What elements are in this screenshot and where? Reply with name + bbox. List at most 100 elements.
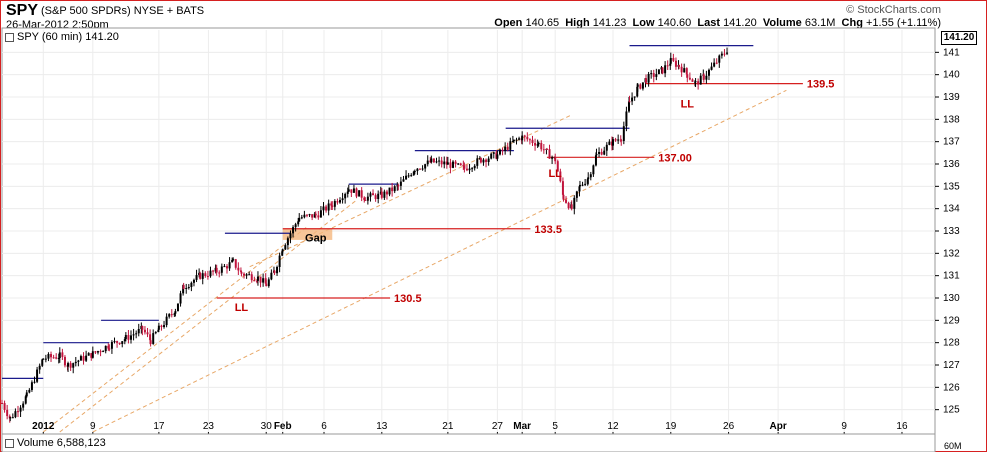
candle-body [82, 356, 85, 361]
chg-value: +1.55 (+1.11%) [865, 17, 941, 29]
candle-body [96, 351, 99, 353]
candle-body [234, 259, 237, 268]
candle-body [523, 135, 526, 137]
x-tick-label: 23 [203, 421, 215, 432]
volume-legend-checkbox[interactable] [5, 438, 14, 448]
candle-body [498, 149, 501, 155]
grid [2, 30, 935, 432]
trendline-layer [42, 89, 787, 433]
candle-body [38, 365, 41, 370]
candle-body [587, 177, 590, 180]
candle-body [331, 205, 334, 207]
x-tick-label: 26 [723, 421, 735, 432]
candle-body [255, 280, 258, 282]
candle-body [540, 142, 543, 150]
y-tick-label: 131 [943, 271, 960, 282]
candle-body [435, 161, 438, 163]
candle-body [531, 139, 534, 144]
candle-body [669, 63, 672, 66]
candle-body [317, 215, 320, 218]
y-tick-label: 128 [943, 338, 960, 349]
candle-body [594, 155, 597, 166]
candle-body [264, 278, 267, 284]
candle-body [72, 363, 75, 368]
low-value: 140.60 [657, 17, 692, 29]
level-lines-layer: 130.5 133.5 137.00 139.5 [2, 45, 834, 379]
candle-body [410, 175, 413, 177]
candle-body [206, 276, 209, 278]
candle-body [195, 275, 198, 280]
candle-body [559, 171, 562, 182]
candle-body [325, 206, 328, 211]
candle-body [201, 273, 204, 279]
gap-layer [282, 228, 333, 240]
candle-body [341, 198, 344, 201]
candle-body [330, 203, 333, 206]
candle-body [209, 270, 212, 277]
candle-body [678, 65, 681, 67]
candle-body [160, 325, 163, 327]
candle-body [102, 351, 105, 353]
candle-body [459, 163, 462, 166]
candle-body [228, 262, 231, 269]
candle-body [259, 276, 262, 283]
candle-body [243, 273, 246, 276]
gap-label: Gap [305, 233, 327, 245]
x-tick-label: 19 [665, 421, 677, 432]
candle-body [262, 278, 265, 283]
candle-body [350, 189, 353, 193]
candle-body [77, 360, 80, 362]
candle-body [33, 381, 36, 383]
candle-body [633, 96, 636, 98]
trendline [249, 114, 572, 268]
candle-body [669, 57, 672, 64]
candle-body [250, 274, 253, 281]
support-label: 130.5 [394, 293, 422, 305]
candle-body [592, 165, 595, 175]
y-tick-label: 140 [943, 70, 960, 81]
symbol-title: SPY [6, 2, 39, 19]
candle-body [163, 325, 166, 327]
candle-body [622, 126, 625, 141]
candle-body [239, 270, 242, 272]
last-price-tag: 141.20 [941, 31, 977, 45]
x-tick-label: Mar [513, 421, 531, 432]
candle-body [551, 157, 554, 159]
candle-body [650, 73, 653, 75]
candle-body [705, 75, 708, 80]
y-tick-label: 133 [943, 226, 960, 237]
candle-body [57, 358, 60, 360]
candle-body [397, 185, 400, 187]
y-tick-label: 141 [943, 47, 960, 58]
candle-body [278, 255, 281, 267]
candle-body [492, 152, 495, 154]
legend-checkbox[interactable] [5, 32, 14, 42]
candle-body [457, 163, 460, 165]
last-label: Last [697, 17, 720, 29]
candle-body [179, 293, 182, 304]
candle-body [104, 345, 107, 352]
candle-body [149, 340, 152, 344]
y-tick-label: 139 [943, 92, 960, 103]
volume-axis-label: 60M [944, 441, 962, 451]
candle-body [319, 210, 322, 218]
candle-body [214, 267, 217, 272]
x-tick-label: Apr [770, 421, 787, 432]
high-label: High [565, 17, 590, 29]
candle-body [430, 158, 433, 163]
x-tick-label: 17 [153, 421, 165, 432]
candle-body [487, 158, 490, 163]
x-tick-label: 2012 [32, 421, 55, 432]
candle-body [107, 345, 110, 349]
candle-body [625, 111, 628, 127]
candle-body [526, 136, 529, 140]
candle-body [273, 270, 276, 274]
candle-body [352, 188, 355, 193]
y-axis: 125 126 127 128 129 130 131 132 133 134 135 136 137 1… [935, 47, 960, 416]
candle-body [245, 274, 248, 276]
candle-body [140, 325, 143, 329]
candle-body [688, 77, 691, 80]
candle-body [418, 168, 421, 170]
candle-body [322, 206, 325, 211]
